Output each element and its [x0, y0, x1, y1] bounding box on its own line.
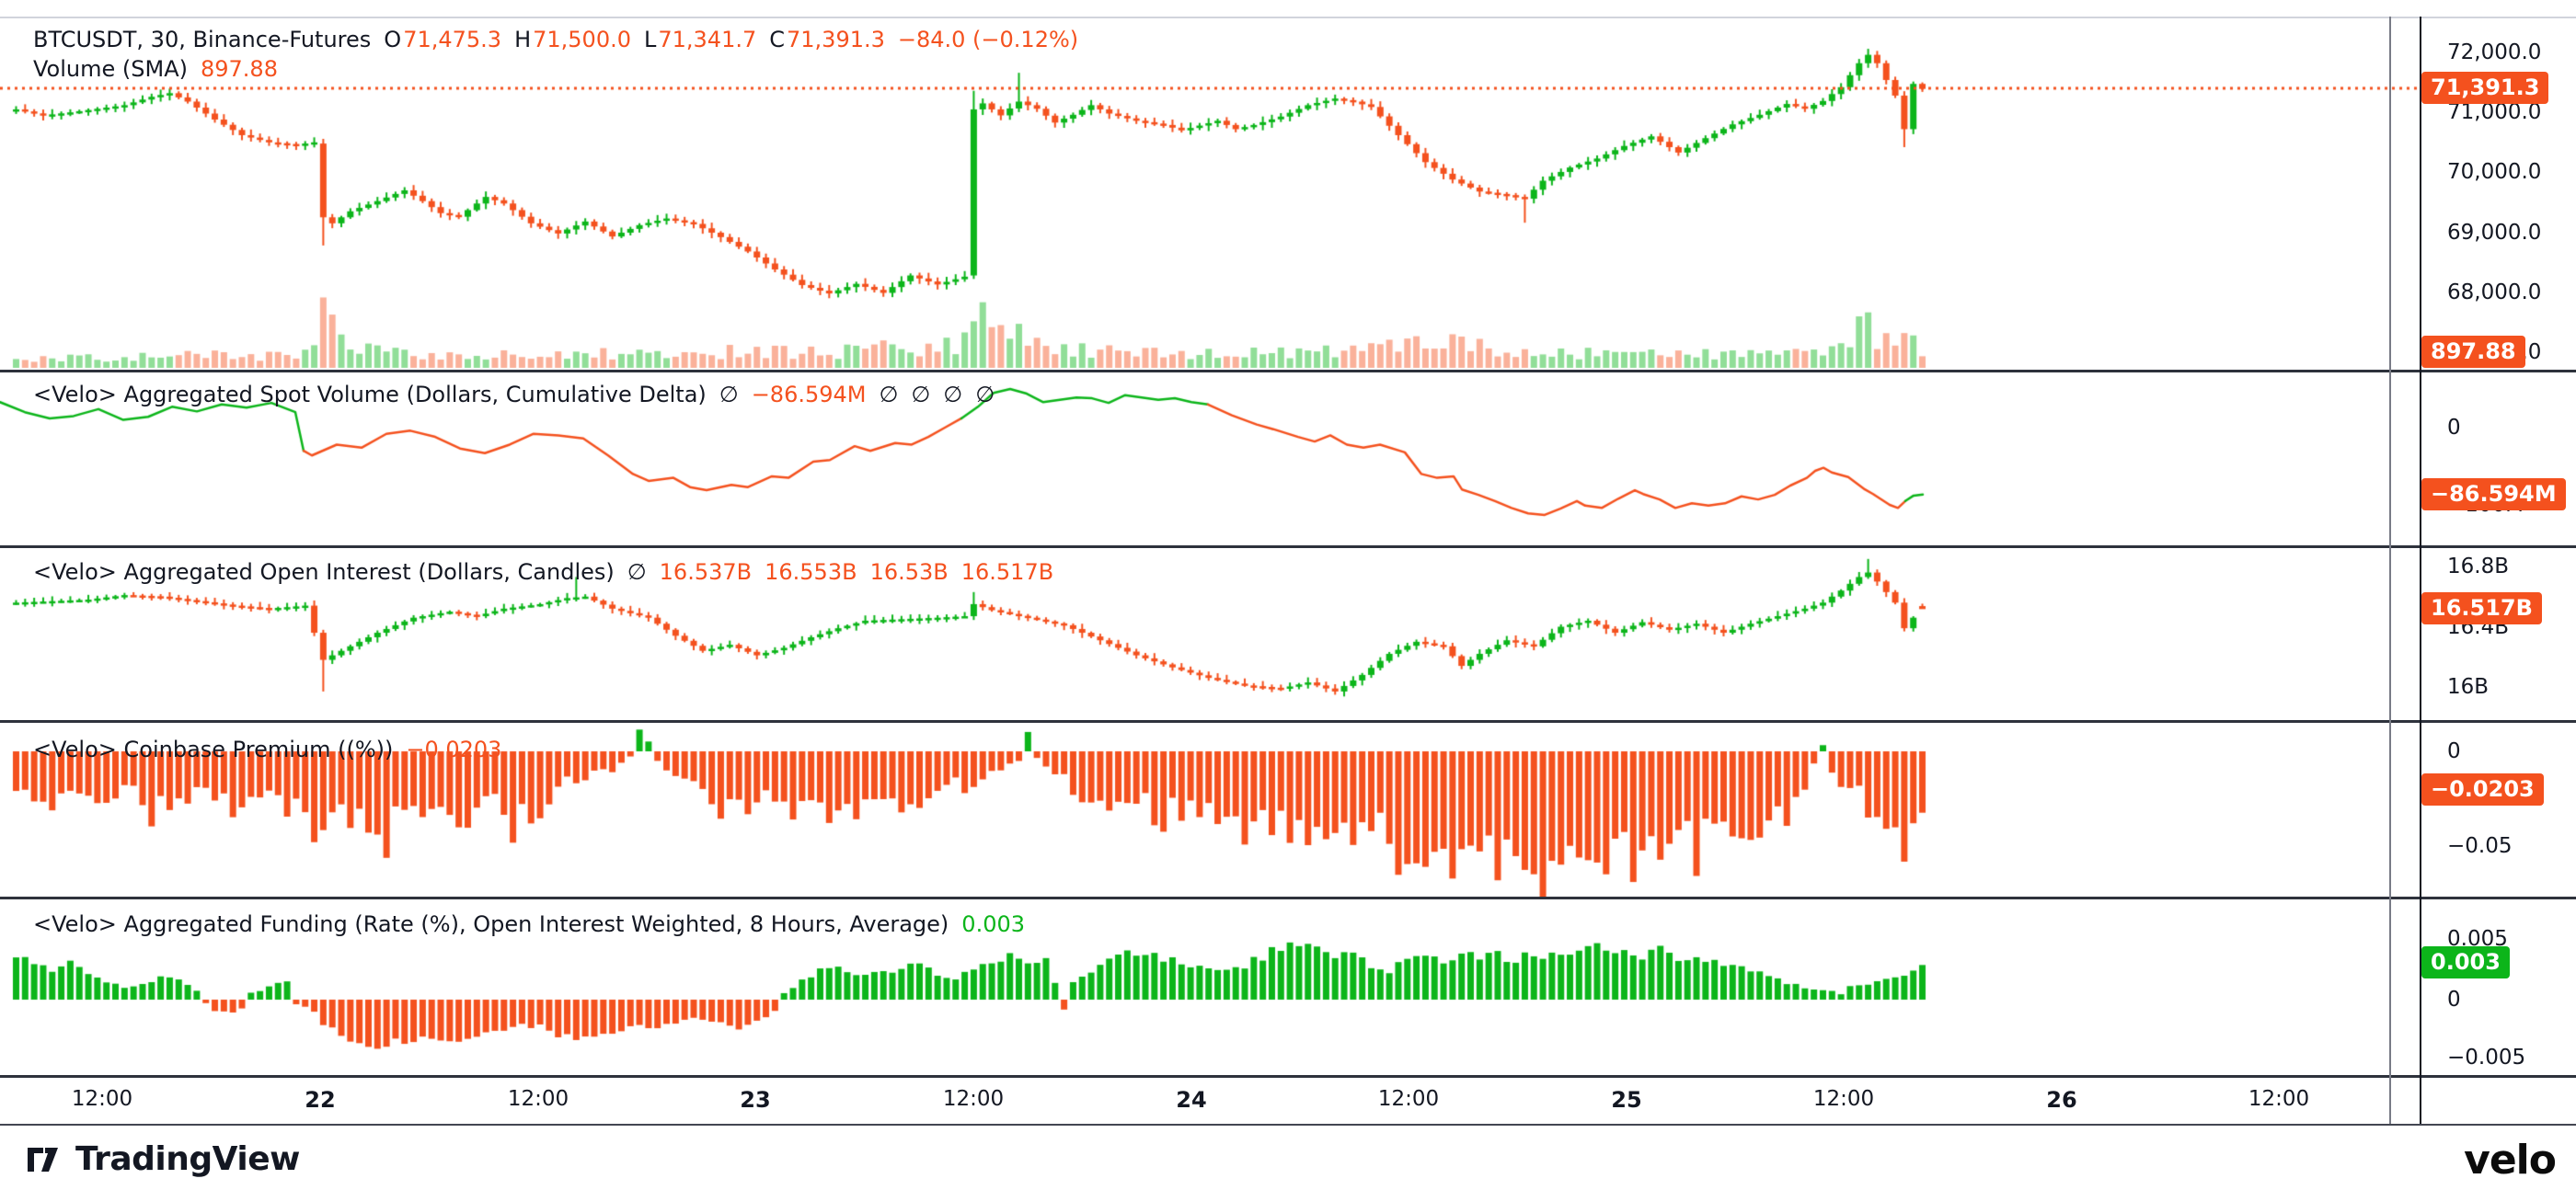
title-segment: 16.537B: [659, 559, 753, 585]
time-axis-hour-label: 12:00: [1812, 1087, 1875, 1111]
time-axis-hour-label: 12:00: [71, 1087, 133, 1111]
title-segment: ∅: [911, 382, 931, 407]
tradingview-wordmark: TradingView: [75, 1140, 300, 1178]
funding-pane-canvas[interactable]: [0, 897, 2420, 1075]
time-axis-hour-label: 12:00: [2248, 1087, 2310, 1111]
axis-tick-label: −0.05: [2447, 834, 2513, 858]
title-segment: Volume (SMA): [33, 56, 188, 82]
price-pane-canvas[interactable]: [0, 17, 2420, 370]
price-value-badge: 71,391.3: [2421, 72, 2549, 104]
title-segment: 16.553B: [765, 559, 857, 585]
title-segment: L: [643, 27, 657, 52]
price-pane-title[interactable]: Volume (SMA) 897.88: [33, 55, 291, 83]
title-segment: O: [384, 27, 402, 52]
title-segment: 16.517B: [960, 559, 1054, 585]
time-axis[interactable]: 12:00 22 12:00 23 12:00 24 12:00 25 12:00 26 12:00: [0, 1078, 2576, 1124]
chart-top-border: [0, 17, 2576, 18]
title-segment: ∅: [879, 382, 899, 407]
time-axis-hour-label: 12:00: [942, 1087, 1005, 1111]
axis-tick-label: 0: [2447, 416, 2461, 440]
title-segment: H: [514, 27, 532, 52]
footer: TradingView velo: [0, 1126, 2576, 1190]
title-segment: 71,475.3: [403, 27, 502, 52]
axis-tick-label: 72,000.0: [2447, 40, 2542, 64]
open-interest-value-badge: 16.517B: [2421, 592, 2542, 624]
time-axis-day-label: 24: [1176, 1087, 1207, 1113]
tradingview-logo: TradingView: [28, 1140, 300, 1178]
axis-tick-label: 70,000.0: [2447, 160, 2542, 184]
spot-cvd-value-badge: −86.594M: [2421, 478, 2566, 510]
pane-separator[interactable]: [0, 720, 2576, 723]
title-segment: −84.0 (−0.12%): [897, 27, 1079, 52]
price-scale[interactable]: 72,000.0 71,000.0 70,000.0 69,000.0 68,000.0…: [2420, 0, 2576, 1190]
title-segment: ∅: [719, 382, 739, 407]
time-axis-day-label: 26: [2046, 1087, 2077, 1113]
coinbase-premium-pane-title[interactable]: <Velo> Coinbase Premium ((%)) −0.0203: [33, 736, 514, 763]
title-segment: <Velo> Aggregated Spot Volume (Dollars, …: [33, 382, 707, 407]
title-segment: 16.53B: [869, 559, 949, 585]
plot-right-edge-line: [2389, 17, 2391, 1124]
axis-tick-label: 16.8B: [2447, 555, 2509, 578]
price-value-badge: 897.88: [2421, 336, 2525, 368]
time-axis-day-label: 22: [305, 1087, 336, 1113]
title-segment: <Velo> Aggregated Funding (Rate (%), Ope…: [33, 911, 949, 937]
time-axis-day-label: 25: [1611, 1087, 1642, 1113]
tradingview-icon: [28, 1147, 58, 1172]
time-axis-hour-label: 12:00: [1377, 1087, 1440, 1111]
axis-tick-label: 16B: [2447, 675, 2490, 699]
title-segment: −0.0203: [406, 737, 502, 762]
title-segment: ∅: [627, 559, 647, 585]
title-segment: C: [769, 27, 785, 52]
spot-cvd-pane-canvas[interactable]: [0, 370, 2420, 545]
price-scale-border-line: [2420, 17, 2421, 1124]
title-segment: 71,500.0: [533, 27, 631, 52]
time-axis-bottom-border: [0, 1124, 2576, 1126]
title-segment: −86.594M: [751, 382, 867, 407]
axis-tick-label: 68,000.0: [2447, 280, 2542, 304]
open-interest-pane-title[interactable]: <Velo> Aggregated Open Interest (Dollars…: [33, 558, 1066, 586]
pane-separator[interactable]: [0, 1075, 2576, 1078]
axis-tick-label: 0: [2447, 739, 2461, 763]
coinbase-premium-value-badge: −0.0203: [2421, 773, 2544, 806]
pane-separator[interactable]: [0, 370, 2576, 372]
funding-pane-title[interactable]: <Velo> Aggregated Funding (Rate (%), Ope…: [33, 910, 1038, 938]
title-segment: <Velo> Aggregated Open Interest (Dollars…: [33, 559, 615, 585]
spot-cvd-pane-title[interactable]: <Velo> Aggregated Spot Volume (Dollars, …: [33, 381, 1007, 408]
title-segment: 897.88: [200, 56, 278, 82]
open-interest-pane-canvas[interactable]: [0, 545, 2420, 720]
price-pane-title[interactable]: BTCUSDT, 30, Binance-Futures O71,475.3 H71…: [33, 26, 1091, 53]
funding-value-badge: 0.003: [2421, 946, 2510, 978]
axis-tick-label: 0: [2447, 988, 2461, 1012]
pane-separator[interactable]: [0, 897, 2576, 899]
title-segment: ∅: [943, 382, 963, 407]
axis-tick-label: 71,000.0: [2447, 100, 2542, 124]
title-segment: 0.003: [961, 911, 1026, 937]
coinbase-premium-pane-canvas[interactable]: [0, 720, 2420, 897]
time-axis-hour-label: 12:00: [507, 1087, 569, 1111]
pane-separator[interactable]: [0, 545, 2576, 548]
title-segment: 71,391.3: [787, 27, 885, 52]
axis-tick-label: 69,000.0: [2447, 221, 2542, 245]
title-segment: ∅: [975, 382, 995, 407]
title-segment: 71,341.7: [658, 27, 757, 52]
velo-logo: velo: [2464, 1137, 2557, 1184]
title-segment: <Velo> Coinbase Premium ((%)): [33, 737, 394, 762]
time-axis-day-label: 23: [740, 1087, 771, 1113]
title-segment: BTCUSDT, 30, Binance-Futures: [33, 27, 372, 52]
axis-tick-label: −0.005: [2447, 1046, 2526, 1070]
